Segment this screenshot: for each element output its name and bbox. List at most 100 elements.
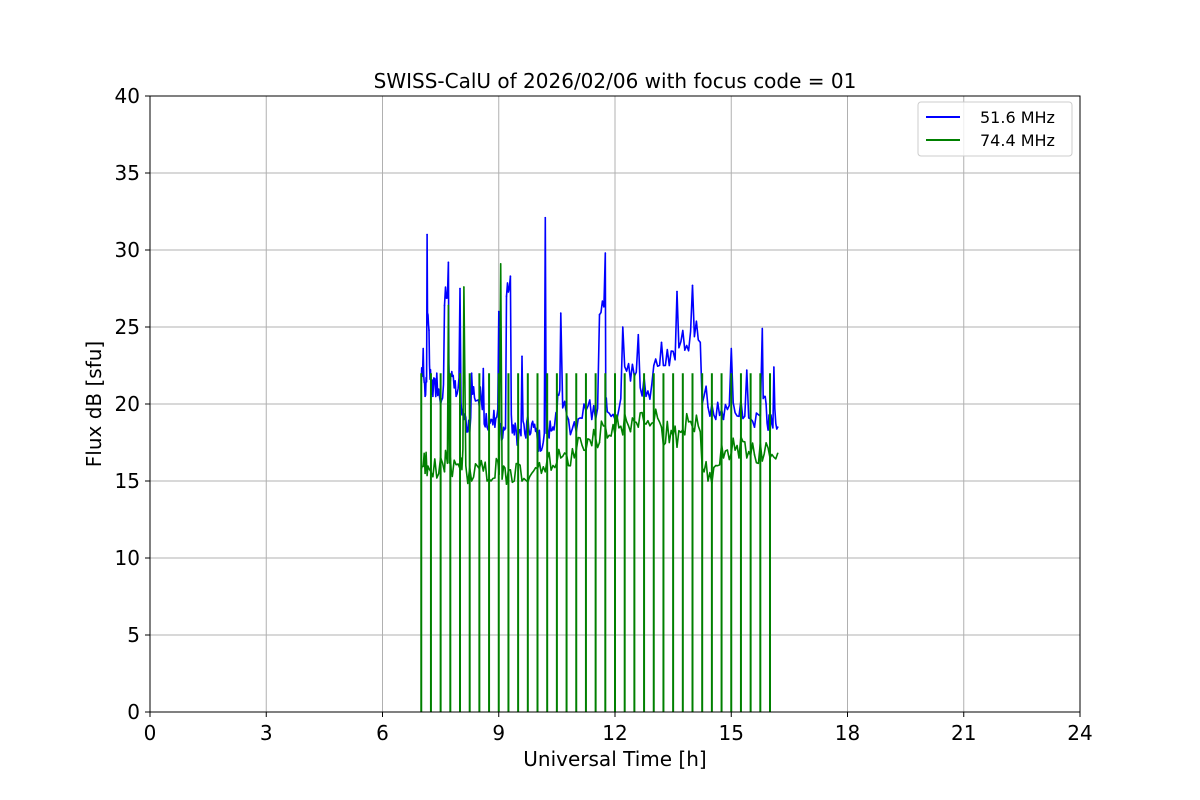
data-point: [738, 457, 740, 459]
series-layer: [420, 216, 779, 712]
data-point: [583, 403, 585, 405]
data-point: [521, 355, 523, 358]
x-tick-label: 6: [376, 721, 389, 745]
data-point: [590, 444, 593, 447]
data-point: [505, 295, 508, 298]
data-point: [683, 349, 686, 351]
y-tick-label: 10: [115, 546, 140, 570]
data-point: [466, 430, 469, 433]
data-point: [745, 369, 748, 371]
x-tick-label: 0: [144, 721, 157, 745]
data-point: [660, 341, 663, 344]
data-point: [590, 418, 593, 421]
data-point: [497, 310, 500, 313]
data-point: [455, 395, 457, 398]
data-point: [505, 483, 508, 485]
data-point: [629, 430, 632, 433]
data-point: [486, 480, 488, 482]
data-point: [645, 395, 647, 398]
y-tick-label: 20: [115, 392, 140, 416]
data-point: [714, 464, 717, 467]
data-point: [451, 375, 454, 378]
data-point: [447, 304, 450, 307]
data-point: [668, 441, 671, 444]
data-point: [652, 364, 655, 367]
legend-label-51-6: 51.6 MHz: [980, 108, 1055, 127]
data-point: [761, 460, 764, 462]
data-point: [494, 477, 496, 479]
data-point: [629, 380, 632, 382]
data-point: [443, 304, 446, 307]
data-point: [676, 446, 678, 448]
data-point: [513, 480, 516, 482]
x-axis-title: Universal Time [h]: [523, 747, 706, 771]
series-line: [420, 263, 779, 485]
data-point: [598, 441, 601, 444]
data-point: [753, 426, 756, 428]
data-point: [552, 464, 554, 467]
data-point: [745, 457, 748, 459]
data-point: [604, 252, 607, 254]
data-point: [765, 403, 767, 405]
y-tick-label: 15: [115, 469, 140, 493]
data-point: [447, 261, 450, 264]
data-point: [499, 263, 502, 265]
data-point: [443, 470, 446, 473]
x-tick-label: 15: [719, 721, 744, 745]
data-point: [432, 395, 434, 398]
legend-box: [917, 101, 1073, 157]
data-point: [451, 475, 454, 478]
legend-label-74-4: 74.4 MHz: [980, 131, 1055, 150]
data-point: [699, 430, 702, 433]
data-point: [567, 464, 570, 467]
y-tick-label: 0: [127, 700, 140, 724]
x-tick-label: 3: [260, 721, 273, 745]
data-point: [699, 341, 702, 344]
data-point: [548, 437, 550, 439]
data-point: [428, 329, 430, 331]
data-point: [691, 284, 694, 287]
data-point: [621, 326, 624, 328]
data-point: [714, 418, 717, 421]
data-point: [544, 216, 547, 219]
data-point: [606, 410, 609, 413]
data-point: [637, 333, 640, 336]
y-tick-label: 40: [115, 84, 140, 108]
data-point: [773, 366, 775, 368]
data-point: [490, 418, 492, 421]
data-point: [738, 415, 740, 418]
data-point: [426, 233, 428, 236]
data-point: [645, 423, 647, 425]
data-point: [559, 457, 562, 459]
data-point: [482, 367, 485, 370]
data-point: [559, 312, 562, 314]
data-point: [567, 418, 570, 421]
data-point: [525, 437, 527, 439]
data-point: [707, 406, 709, 408]
data-point: [435, 372, 438, 375]
data-point: [722, 457, 725, 459]
data-point: [470, 372, 473, 375]
data-point: [424, 395, 426, 398]
data-point: [668, 364, 671, 367]
data-point: [676, 290, 678, 293]
data-point: [637, 426, 640, 428]
data-point: [776, 426, 779, 428]
data-point: [470, 480, 473, 482]
data-point: [621, 434, 624, 436]
chart-title: SWISS-CalU of 2026/02/06 with focus code…: [374, 69, 857, 93]
data-point: [513, 434, 516, 436]
data-point: [606, 437, 609, 439]
data-point: [540, 449, 543, 452]
data-point: [528, 434, 531, 436]
data-point: [486, 426, 488, 428]
x-tick-label: 12: [602, 721, 627, 745]
y-tick-label: 5: [127, 623, 140, 647]
data-point: [707, 480, 709, 482]
data-point: [521, 480, 523, 482]
data-point: [722, 418, 725, 421]
data-point: [660, 426, 663, 428]
data-point: [435, 477, 438, 479]
data-point: [459, 287, 461, 290]
